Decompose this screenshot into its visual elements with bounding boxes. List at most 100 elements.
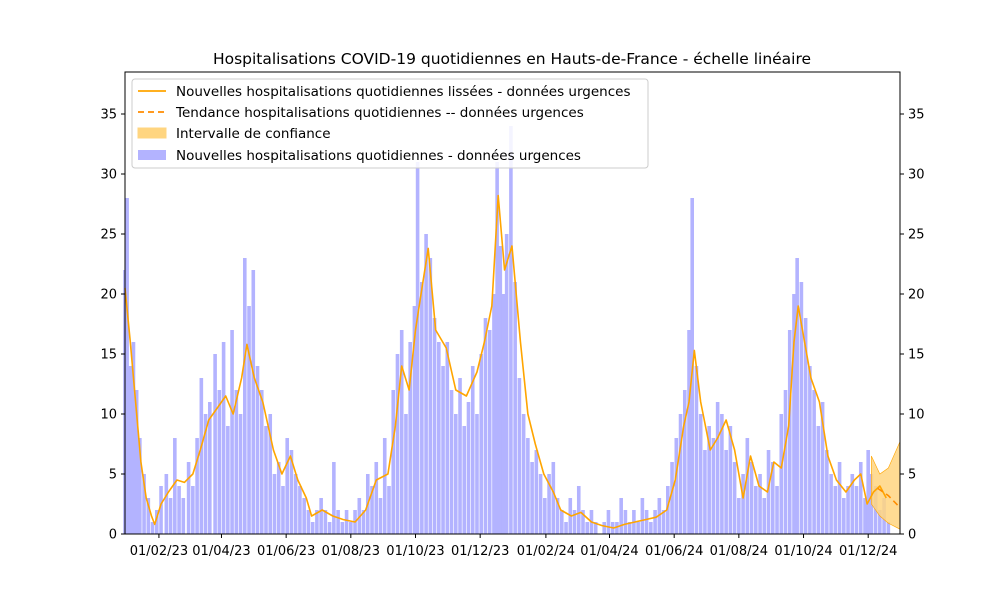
data-bar [698,414,703,534]
legend-label: Nouvelles hospitalisations quotidiennes … [176,84,630,100]
data-bar [285,438,290,534]
data-bar [572,510,577,534]
data-bar [749,462,754,534]
y-tick-label-right: 35 [908,108,925,123]
y-tick-label-right: 20 [908,288,925,303]
data-bar [268,414,273,534]
data-bar [462,426,467,534]
data-bar [264,426,268,534]
data-bar [820,402,825,534]
x-tick-label: 01/02/24 [517,544,575,559]
data-bar [602,522,606,534]
y-tick-label-left: 15 [100,348,117,363]
data-bar [754,486,758,534]
data-bar [306,510,311,534]
data-bar [344,510,349,534]
data-bar [134,390,139,534]
legend-label: Tendance hospitalisations quotidiennes -… [175,105,584,121]
data-bar [255,366,260,534]
data-bar [382,438,387,534]
data-bar [370,486,374,534]
y-tick-label-right: 30 [908,168,925,183]
data-bar [408,342,412,534]
y-tick-label-right: 0 [908,528,916,543]
data-bar [159,486,163,534]
data-bar [475,414,479,534]
data-bar [319,498,323,534]
data-bar [432,318,437,534]
data-bar [711,438,716,534]
data-bar [247,306,251,534]
y-tick-label-left: 30 [100,168,117,183]
y-tick-label-right: 10 [908,408,925,423]
y-tick-label-left: 20 [100,288,117,303]
data-bar [886,522,891,534]
data-bar [138,438,142,534]
data-bar [833,486,838,534]
data-bar [534,450,539,534]
data-bar [623,510,628,534]
legend: Nouvelles hospitalisations quotidiennes … [131,78,649,169]
data-bar [837,462,842,534]
data-bar [131,342,136,534]
x-tick-label: 01/08/23 [322,544,380,559]
data-bar [775,486,779,534]
data-bar [653,510,657,534]
data-bar [799,282,804,534]
data-bar [627,522,632,534]
data-bar [428,258,433,534]
data-bar [783,390,788,534]
data-bar [315,510,319,534]
data-bar [863,498,867,534]
data-bar [816,426,821,534]
data-bar [825,450,829,534]
data-bar [498,246,503,534]
data-bar [150,522,155,534]
data-bar [694,366,699,534]
data-bar [720,414,724,534]
data-bar [453,414,458,534]
data-bar [399,330,404,534]
x-tick-label: 01/06/23 [257,544,315,559]
trend-line [877,487,901,509]
data-bar [803,318,808,534]
data-bar [492,294,496,534]
data-bar [479,354,484,534]
lines-layer [124,194,901,529]
data-bar [682,390,687,534]
data-bar [547,474,551,534]
x-tick-label: 01/10/23 [386,544,444,559]
data-bar [226,426,230,534]
data-bar [203,414,208,534]
x-tick-label: 01/04/24 [580,544,638,559]
data-bar [415,162,420,534]
data-bar [327,522,332,534]
data-bar [678,414,683,534]
legend-swatch-confidence [137,127,167,139]
data-bar [146,498,151,534]
data-bar [829,474,833,534]
data-bar [168,498,173,534]
smoothed-line [124,194,887,529]
y-tick-label-right: 5 [908,468,916,483]
data-bar [741,474,745,534]
data-bar [543,498,547,534]
ticks-layer: 0 0 5 5 10 10 15 15 20 20 25 25 30 30 35 35 01/02/23 01/0… [100,108,924,560]
data-bar [487,330,492,534]
data-bar [221,342,226,534]
y-tick-label-right: 15 [908,348,925,363]
data-bar [517,378,522,534]
x-tick-label: 01/08/24 [710,544,768,559]
data-bar [251,270,256,534]
data-bar [323,510,328,534]
data-bar [173,438,177,534]
data-bar [854,486,859,534]
data-bar [670,462,674,534]
data-bar [666,486,670,534]
data-bar [737,498,741,534]
data-bar [636,522,640,534]
data-bar [155,510,159,534]
data-bar [128,366,133,534]
data-bar [585,522,590,534]
data-bar [340,522,345,534]
